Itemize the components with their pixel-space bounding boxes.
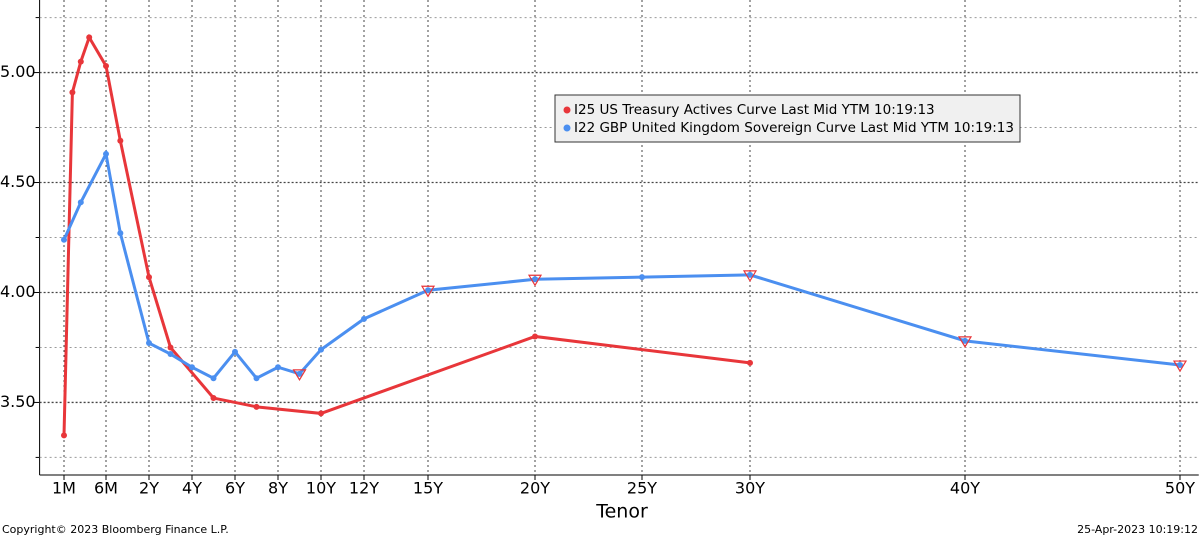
data-point: [167, 344, 174, 351]
data-point: [318, 410, 324, 417]
data-point: [639, 274, 645, 281]
legend-label: I22 GBP United Kingdom Sovereign Curve L…: [574, 120, 1014, 136]
x-tick-label: 10Y: [306, 479, 336, 498]
series-line: [62, 149, 1181, 381]
y-tick-label: 4.50: [0, 172, 36, 191]
x-tick-label: 6Y: [225, 479, 245, 498]
data-point: [425, 287, 431, 294]
data-point: [361, 315, 367, 322]
flag-marker: [1172, 360, 1188, 373]
data-point: [117, 137, 124, 144]
x-tick-label: 8Y: [268, 479, 288, 498]
data-point: [532, 333, 538, 340]
data-point: [61, 432, 67, 439]
footer-left: Copyright© 2023 Bloomberg Finance L.P.: [2, 523, 229, 536]
x-tick-label: 6M: [94, 479, 118, 498]
data-point: [167, 351, 174, 358]
data-point: [532, 276, 538, 283]
x-tick-label: 30Y: [735, 479, 765, 498]
flag-marker: [957, 336, 973, 349]
legend-swatch: [563, 124, 571, 132]
flag-marker: [527, 274, 543, 287]
legend-label: I25 US Treasury Actives Curve Last Mid Y…: [574, 102, 935, 118]
y-tick-label: 3.50: [0, 392, 36, 411]
y-tick-label: 4.00: [0, 282, 36, 301]
data-point: [210, 375, 217, 382]
footer-right: 25-Apr-2023 10:19:12: [1077, 523, 1198, 536]
data-point: [253, 375, 260, 382]
data-point: [77, 199, 84, 206]
data-point: [962, 337, 968, 344]
flag-marker: [292, 369, 307, 382]
flag-marker: [742, 270, 758, 283]
data-point: [77, 58, 84, 65]
x-tick-label: 2Y: [139, 479, 159, 498]
data-point: [103, 150, 109, 157]
data-point: [210, 395, 217, 402]
flag-marker: [420, 285, 436, 298]
data-point: [253, 403, 260, 410]
legend: I25 US Treasury Actives Curve Last Mid Y…: [554, 94, 1021, 143]
data-point: [296, 370, 303, 377]
x-axis-label: Tenor: [595, 501, 648, 523]
data-point: [275, 364, 281, 371]
data-point: [747, 271, 753, 278]
data-point: [86, 34, 93, 41]
x-tick-label: 50Y: [1165, 479, 1195, 498]
data-point: [747, 359, 753, 366]
x-tick-label: 25Y: [627, 479, 657, 498]
data-point: [69, 89, 76, 96]
y-tick-label: 5.00: [0, 62, 36, 81]
legend-box: [554, 94, 1021, 143]
x-tick-label: 1M: [52, 479, 76, 498]
data-point: [189, 364, 195, 371]
data-point: [117, 230, 124, 237]
x-tick-label: 20Y: [520, 479, 550, 498]
data-point: [146, 274, 152, 281]
data-point: [103, 62, 109, 69]
legend-swatch: [563, 106, 571, 114]
data-point: [146, 340, 152, 347]
x-tick-label: 4Y: [182, 479, 202, 498]
x-tick-label: 40Y: [950, 479, 980, 498]
data-point: [61, 236, 67, 243]
x-tick-label: 15Y: [413, 479, 443, 498]
data-point: [318, 346, 324, 353]
data-point: [1177, 362, 1183, 369]
x-tick-label: 12Y: [349, 479, 379, 498]
data-point: [232, 348, 238, 355]
